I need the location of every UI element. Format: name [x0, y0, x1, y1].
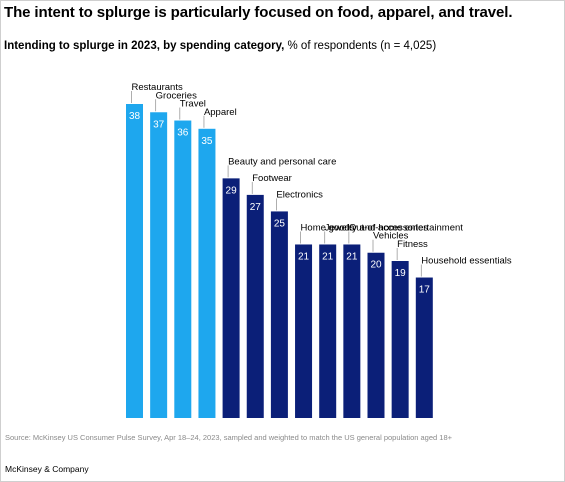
- bar-household-essentials: [415, 277, 433, 418]
- value-label-apparel: 35: [201, 136, 213, 147]
- category-label-beauty-and-personal-care: Beauty and personal care: [228, 156, 336, 167]
- value-label-groceries: 37: [153, 119, 165, 130]
- category-label-out-of-home-entertainment: Out-of-home entertainment: [349, 222, 463, 233]
- value-label-restaurants: 38: [129, 111, 141, 122]
- category-label-fitness: Fitness: [397, 239, 428, 250]
- value-label-electronics: 25: [274, 218, 286, 229]
- bar-beauty-and-personal-care: [222, 178, 240, 418]
- category-label-electronics: Electronics: [276, 189, 323, 200]
- category-label-footwear: Footwear: [252, 173, 292, 184]
- bar-out-of-home-entertainment: [343, 244, 361, 418]
- bar-apparel: [198, 128, 216, 418]
- category-label-groceries: Groceries: [156, 90, 197, 101]
- bar-home-goods: [295, 244, 313, 418]
- value-label-household-essentials: 17: [419, 285, 431, 296]
- bar-jewelry-and-accessories: [319, 244, 337, 418]
- category-label-home-goods: Home goods: [301, 222, 355, 233]
- value-label-travel: 36: [177, 128, 189, 139]
- subtitle-bold: Intending to splurge in 2023, by spendin…: [4, 40, 285, 52]
- bar-groceries: [150, 112, 168, 419]
- bar-restaurants: [126, 104, 143, 418]
- category-label-restaurants: Restaurants: [132, 82, 183, 93]
- value-label-footwear: 27: [250, 202, 262, 213]
- value-label-fitness: 19: [395, 268, 407, 279]
- source-note: Source: McKinsey US Consumer Pulse Surve…: [5, 433, 453, 442]
- value-label-beauty-and-personal-care: 29: [226, 185, 238, 196]
- category-label-household-essentials: Household essentials: [421, 256, 512, 267]
- value-label-vehicles: 20: [370, 260, 382, 271]
- chart-title: The intent to splurge is particularly fo…: [4, 4, 513, 21]
- subtitle-rest: % of respondents (n = 4,025): [284, 40, 437, 52]
- category-label-vehicles: Vehicles: [373, 231, 409, 242]
- value-label-out-of-home-entertainment: 21: [346, 251, 358, 262]
- bar-electronics: [270, 211, 288, 418]
- bar-travel: [174, 120, 192, 419]
- value-label-jewelry-and-accessories: 21: [322, 251, 334, 262]
- bar-vehicles: [367, 252, 385, 418]
- bar-footwear: [246, 194, 264, 418]
- chart-subtitle: Intending to splurge in 2023, by spendin…: [4, 40, 436, 52]
- category-label-jewelry-and-accessories: Jewelry and accessories: [325, 222, 429, 233]
- bar-fitness: [391, 261, 409, 418]
- value-label-home-goods: 21: [298, 251, 310, 262]
- category-label-travel: Travel: [180, 99, 206, 110]
- category-label-apparel: Apparel: [204, 107, 237, 118]
- brand-label: McKinsey & Company: [5, 464, 89, 474]
